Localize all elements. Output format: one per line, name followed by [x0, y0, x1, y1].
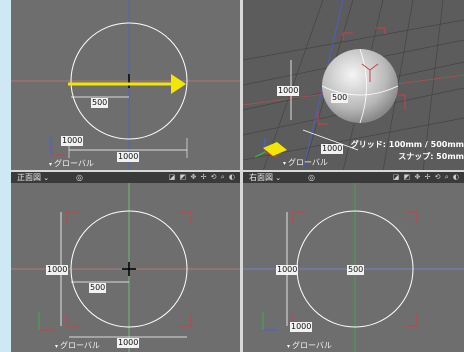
- dimension-width: 1000: [321, 144, 344, 154]
- dimension-height: 1000: [276, 265, 299, 275]
- front-view-canvas: [11, 183, 240, 352]
- dimension-height: 1000: [277, 86, 300, 96]
- viewport-top[interactable]: 500 1000 1000 グローバル: [11, 0, 240, 171]
- viewport-toolbar: 右面図 ◎ ◪ ◩ ✥ ✢ ⟲ ⌕ ◐: [243, 172, 464, 183]
- dimension-radius: 500: [347, 265, 365, 275]
- view-title[interactable]: 正面図: [17, 172, 49, 184]
- top-view-canvas: [11, 0, 240, 171]
- target-icon[interactable]: ◎: [308, 173, 315, 182]
- perspective-canvas: [243, 0, 464, 171]
- dimension-radius: 500: [91, 98, 109, 108]
- view-title[interactable]: 右面図: [249, 172, 281, 184]
- coordinate-mode-dropdown[interactable]: グローバル: [49, 158, 94, 169]
- dimension-width: 1000: [290, 322, 313, 332]
- viewport-right[interactable]: 右面図 ◎ ◪ ◩ ✥ ✢ ⟲ ⌕ ◐ 1000 500 1000 グローバル: [243, 172, 464, 352]
- viewport-front[interactable]: 正面図 ◎ ◪ ◩ ✥ ✢ ⟲ ⌕ ◐ 1000 500 1000 グローバル: [11, 172, 240, 352]
- dimension-height: 1000: [61, 136, 84, 146]
- dimension-width: 1000: [117, 338, 140, 348]
- snap-size-text: スナップ: 50mm: [398, 152, 464, 161]
- coordinate-mode-dropdown[interactable]: グローバル: [287, 340, 332, 351]
- viewport-perspective[interactable]: 1000 500 1000 グリッド: 100mm / 500mm スナップ: …: [243, 0, 464, 171]
- grid-snap-info: グリッド: 100mm / 500mm スナップ: 50mm: [351, 139, 464, 163]
- sphere-object: [322, 49, 398, 123]
- target-icon[interactable]: ◎: [76, 173, 83, 182]
- dimension-radius: 500: [89, 283, 107, 293]
- viewport-toolbar: 正面図 ◎ ◪ ◩ ✥ ✢ ⟲ ⌕ ◐: [11, 172, 240, 183]
- right-view-canvas: [243, 183, 464, 352]
- left-edge-strip: [0, 0, 11, 352]
- dimension-height: 1000: [46, 265, 69, 275]
- view-tools[interactable]: ◪ ◩ ✥ ✢ ⟲ ⌕ ◐: [392, 173, 460, 181]
- viewport-divider-horizontal[interactable]: [11, 170, 464, 172]
- dimension-radius: 500: [331, 93, 349, 103]
- grid-size-text: グリッド: 100mm / 500mm: [350, 140, 464, 149]
- ground-plane-handle: [263, 142, 287, 156]
- dimension-width: 1000: [117, 152, 140, 162]
- viewport-divider-vertical[interactable]: [240, 0, 243, 352]
- coordinate-mode-dropdown[interactable]: グローバル: [283, 157, 328, 168]
- move-arrow-head: [171, 74, 186, 94]
- coordinate-mode-dropdown[interactable]: グローバル: [55, 340, 100, 351]
- view-tools[interactable]: ◪ ◩ ✥ ✢ ⟲ ⌕ ◐: [168, 173, 236, 181]
